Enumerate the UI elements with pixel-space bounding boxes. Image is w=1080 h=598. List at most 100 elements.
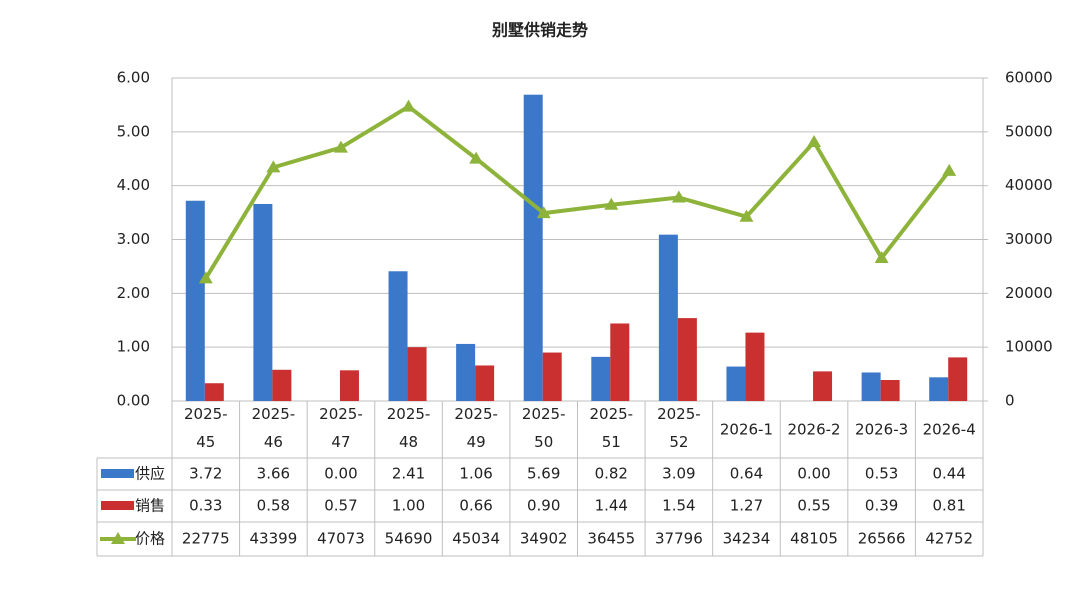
table-value: 54690 [385,530,433,548]
x-tick-label: 2026-2 [787,421,840,439]
bar [745,332,765,401]
x-tick-label: 2026-4 [923,421,976,439]
table-value: 0.39 [865,497,898,515]
marker [604,197,619,210]
y2-tick-label: 30000 [1005,230,1053,248]
y-tick-label: 0.00 [117,392,150,410]
y-tick-label: 2.00 [117,284,150,302]
table-value: 0.64 [730,465,763,483]
marker [739,209,754,222]
table-value: 48105 [790,530,838,548]
y-tick-label: 4.00 [117,176,150,194]
bar [658,234,678,401]
marker [807,135,822,148]
y2-tick-label: 10000 [1005,338,1053,356]
y2-tick-label: 50000 [1005,122,1053,140]
bar [610,323,630,401]
x-tick-label: 2025-50 [522,405,566,451]
bar [253,203,273,401]
bar [204,383,224,401]
legend-key [101,469,134,478]
y2-tick-label: 20000 [1005,284,1053,302]
marker [942,163,957,176]
bar [813,371,833,401]
bar [523,94,543,402]
bar [542,352,562,401]
table-value: 0.53 [865,465,898,483]
table-value: 36455 [587,530,635,548]
table-value: 45034 [452,530,500,548]
table-value: 37796 [655,530,703,548]
table-value: 0.90 [527,497,560,515]
y-tick-label: 6.00 [117,69,150,87]
table-value: 0.81 [933,497,966,515]
table-value: 47073 [317,530,365,548]
marker [536,206,551,219]
bar [880,380,900,401]
table-value: 26566 [858,530,906,548]
table-value: 0.44 [933,465,966,483]
marker [333,140,348,153]
table-value: 0.82 [595,465,628,483]
x-tick-label: 2026-1 [720,421,773,439]
marker [469,151,484,164]
y2-tick-label: 60000 [1005,69,1053,87]
x-tick-label: 2025-52 [657,405,701,451]
table-value: 34234 [723,530,771,548]
legend-key [101,501,134,510]
y-tick-label: 3.00 [117,230,150,248]
table-value: 34902 [520,530,568,548]
x-tick-label: 2025-48 [387,405,431,451]
x-tick-label: 2025-47 [319,405,363,451]
table-value: 22775 [182,530,230,548]
marker [401,99,416,112]
table-value: 0.57 [324,497,357,515]
bar [948,357,968,401]
table-value: 1.00 [392,497,425,515]
table-value: 5.69 [527,465,560,483]
table-value: 0.00 [324,465,357,483]
bar [339,370,359,401]
y-tick-label: 5.00 [117,122,150,140]
table-value: 1.44 [595,497,628,515]
table-value: 1.27 [730,497,763,515]
bar [929,377,949,401]
marker [671,190,686,203]
x-tick-label: 2025-45 [184,405,228,451]
chart-title: 别墅供销走势 [491,21,588,40]
marker [266,160,281,173]
table-value: 1.54 [662,497,695,515]
table-value: 3.72 [189,465,222,483]
bar [388,271,408,401]
x-tick-label: 2025-51 [589,405,633,451]
x-tick-label: 2026-3 [855,421,908,439]
bar [407,347,427,401]
legend-label: 价格 [135,530,165,548]
marker [198,271,213,284]
y-tick-label: 1.00 [117,338,150,356]
legend-key [111,532,125,544]
bar [861,372,881,401]
legend-label: 供应 [135,465,165,483]
table-value: 3.66 [257,465,290,483]
table-value: 1.06 [459,465,492,483]
table-value: 0.00 [797,465,830,483]
table-value: 0.66 [459,497,492,515]
table-value: 0.33 [189,497,222,515]
line [204,104,951,280]
y2-tick-label: 40000 [1005,176,1053,194]
table-value: 0.55 [797,497,830,515]
marker [874,250,889,263]
bar [475,365,495,401]
bar [726,366,746,401]
table-value: 0.58 [257,497,290,515]
y2-tick-label: 0 [1005,392,1015,410]
table-value: 42752 [925,530,973,548]
bar [456,343,476,401]
table-value: 43399 [250,530,298,548]
bar [677,318,697,401]
x-tick-label: 2025-46 [252,405,296,451]
legend-label: 销售 [135,497,165,515]
bar [185,200,205,401]
